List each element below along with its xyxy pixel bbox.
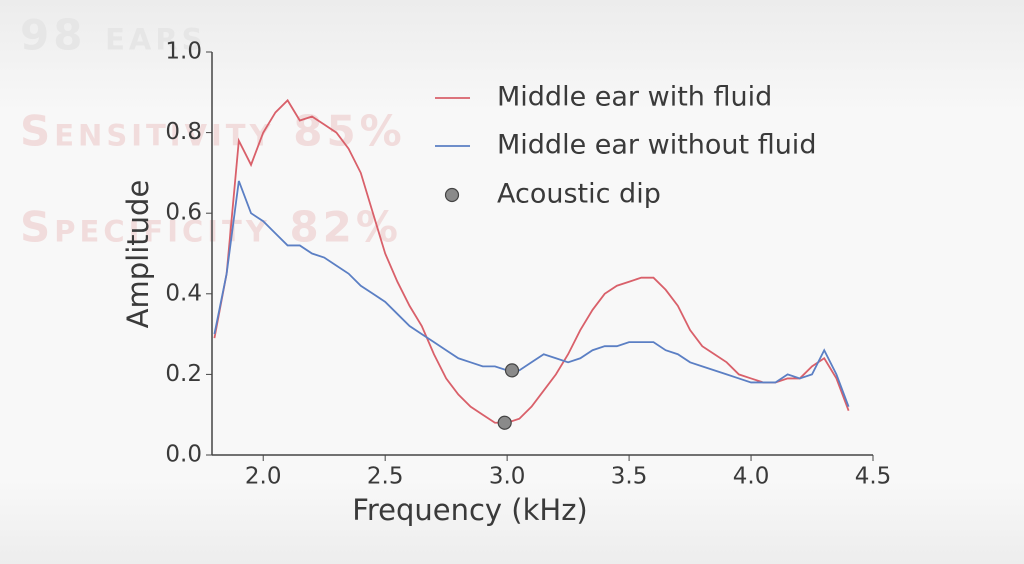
x-tick-label: 3.5 bbox=[611, 464, 648, 490]
y-tick-label: 0.6 bbox=[165, 200, 202, 226]
y-tick-label: 0.8 bbox=[165, 119, 202, 145]
background-annotation: Specificity 82% bbox=[20, 203, 402, 252]
y-tick-label: 0.2 bbox=[165, 361, 202, 387]
legend-label: Middle ear without fluid bbox=[497, 130, 816, 161]
x-tick-label: 2.5 bbox=[367, 464, 404, 490]
y-axis-label: Amplitude bbox=[121, 180, 155, 329]
x-tick-label: 4.5 bbox=[855, 464, 892, 490]
legend-label: Middle ear with fluid bbox=[497, 82, 772, 113]
background-annotation: Sensitivity 85% bbox=[20, 107, 406, 156]
x-tick-label: 3.0 bbox=[489, 464, 526, 490]
dip-point bbox=[497, 415, 512, 430]
background-annotation: 98 ears bbox=[20, 11, 207, 60]
x-tick-label: 2.0 bbox=[245, 464, 282, 490]
legend-swatch bbox=[444, 187, 460, 203]
y-tick-label: 0.0 bbox=[165, 442, 202, 468]
dip-point bbox=[504, 363, 520, 378]
x-tick-label: 4.0 bbox=[733, 464, 770, 490]
line-series bbox=[213, 180, 850, 407]
y-tick-label: 1.0 bbox=[165, 39, 202, 65]
legend-label: Acoustic dip bbox=[497, 179, 661, 210]
y-tick-label: 0.4 bbox=[165, 280, 202, 306]
line-series bbox=[213, 98, 850, 424]
x-axis-label: Frequency (kHz) bbox=[352, 493, 587, 527]
